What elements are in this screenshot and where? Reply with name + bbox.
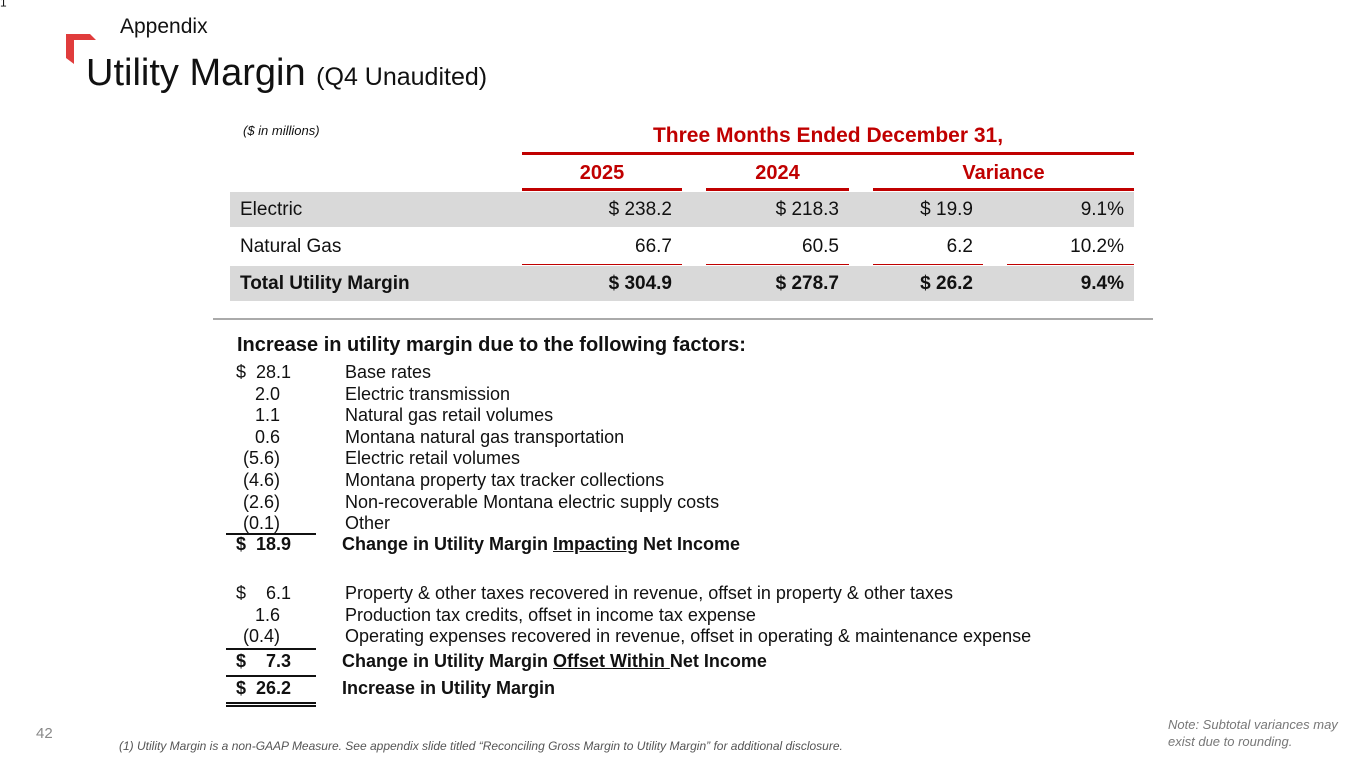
sum-rule [226, 533, 316, 535]
factor-description: Base rates [345, 362, 432, 382]
subtotal-text-pre: Change in Utility Margin [342, 651, 554, 671]
table-cell-c2025: $ 238.2 [522, 192, 682, 227]
factor-value: (2.6) [242, 491, 280, 512]
divider [213, 318, 1153, 320]
factor-description: Property & other taxes recovered in reve… [345, 583, 953, 603]
subtotal-text-post: Net Income [638, 534, 741, 554]
footnote: (1) Utility Margin is a non-GAAP Measure… [119, 739, 843, 753]
divider [706, 188, 849, 191]
factor-value: (0.4) [242, 626, 280, 647]
factor-value: $ 7.3 [236, 651, 292, 671]
table-spacer [849, 266, 873, 301]
factor-description: Non-recoverable Montana electric supply … [345, 491, 720, 512]
subtotal-text-u: Impacting [553, 534, 639, 554]
table-cell-var: $ 26.2 [873, 266, 983, 301]
divider [873, 264, 983, 265]
logo-corner-icon [66, 34, 96, 64]
table-cell-var: 6.2 [946, 236, 973, 257]
divider [522, 188, 682, 191]
divider [522, 152, 1134, 155]
table-cell-c2024: $ 278.7 [706, 266, 849, 301]
factor-value: (4.6) [242, 470, 280, 490]
sum-rule [226, 702, 316, 707]
factor-value: $ 26.2 [236, 678, 292, 698]
table-cell-c2025: $ 304.9 [522, 266, 682, 301]
page-title: Utility Margin (Q4 Unaudited) [86, 52, 487, 95]
divider [522, 264, 682, 265]
col-variance: Variance [962, 162, 1045, 184]
divider [706, 264, 849, 265]
table-cell-c2024: $ 218.3 [706, 192, 849, 227]
factor-description: Operating expenses recovered in revenue,… [345, 626, 1032, 647]
table-spacer [983, 192, 1007, 227]
col-2025: 2025 [579, 162, 625, 184]
table-cell-c2024: 60.5 [802, 236, 839, 257]
table-spacer [983, 266, 1007, 301]
factor-description: Increase in Utility Margin [342, 678, 556, 698]
factor-description: Change in Utility Margin Impacting Net I… [342, 534, 740, 556]
table-spacer [682, 192, 706, 227]
factor-value: 0.6 [254, 426, 280, 447]
title-text: Utility Margin [86, 52, 306, 94]
table-cell-pct: 10.2% [1070, 236, 1124, 257]
factor-value: 1.6 [254, 604, 280, 625]
table-cell-var: $ 19.9 [873, 192, 983, 227]
divider [1007, 264, 1134, 265]
factor-value: (0.1) [242, 513, 280, 534]
factor-value: (5.6) [242, 448, 280, 469]
section-label: Appendix [120, 15, 208, 38]
rounding-note: Note: Subtotal variances may exist due t… [1168, 717, 1338, 749]
table-cell-pct: 9.4% [1007, 266, 1134, 301]
title-subtitle: (Q4 Unaudited) [316, 63, 488, 91]
factor-value: $ 18.9 [236, 534, 292, 554]
factor-value: 1.1 [254, 405, 280, 426]
table-cell-label: Electric [230, 192, 522, 227]
units-label: ($ in millions) [243, 123, 320, 138]
table-spacer [849, 192, 873, 227]
subtotal-text-pre: Change in Utility Margin [342, 534, 554, 554]
factor-description: Electric retail volumes [345, 448, 521, 469]
table-cell-label: Total Utility Margin [230, 266, 522, 301]
table-cell-c2025: 66.7 [635, 236, 672, 257]
factor-description: Change in Utility Margin Offset Within N… [342, 651, 767, 673]
period-header: Three Months Ended December 31, [652, 124, 1004, 147]
factor-description: Natural gas retail volumes [345, 405, 554, 426]
divider [873, 188, 1134, 191]
factor-description: Montana property tax tracker collections [345, 470, 665, 490]
factor-description: Production tax credits, offset in income… [345, 604, 756, 625]
table-spacer [682, 266, 706, 301]
factor-value: $ 28.1 [236, 362, 292, 382]
table-cell-label: Natural Gas [240, 236, 342, 257]
factor-description: Other [345, 513, 391, 534]
subtotal-text-post: Net Income [669, 651, 767, 671]
subtotal-text-u: Offset Within [553, 651, 670, 671]
page-number: 42 [36, 725, 53, 742]
table-cell-pct: 9.1% [1007, 192, 1134, 227]
factor-description: Electric transmission [345, 383, 511, 404]
sum-rule [226, 675, 316, 677]
factor-value: 2.0 [254, 383, 280, 404]
col-2024: 2024 [755, 162, 800, 184]
sum-rule [226, 648, 316, 650]
factors-heading: Increase in utility margin due to the fo… [237, 334, 746, 356]
factor-description: Montana natural gas transportation [345, 426, 625, 447]
footnote-marker: 1 [0, 0, 7, 10]
factor-value: $ 6.1 [236, 583, 292, 603]
